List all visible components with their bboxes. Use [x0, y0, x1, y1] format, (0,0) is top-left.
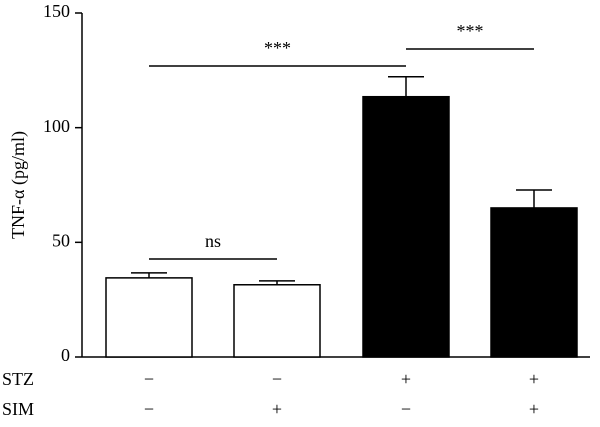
y-tick-label: 0 — [61, 345, 70, 365]
y-tick-label: 100 — [43, 116, 70, 136]
row-label: STZ — [2, 369, 34, 389]
y-tick-label: 50 — [52, 230, 70, 250]
bar — [362, 95, 450, 358]
treatment-sign: − — [401, 399, 411, 419]
y-axis-label: TNF-α (pg/ml) — [8, 131, 29, 239]
significance-label: *** — [457, 21, 484, 41]
treatment-sign: − — [144, 369, 154, 389]
y-tick-label: 150 — [43, 1, 70, 21]
significance-label: *** — [264, 38, 291, 58]
treatment-sign: − — [144, 399, 154, 419]
treatment-sign: + — [401, 369, 411, 389]
bar — [490, 207, 578, 358]
treatment-sign: + — [529, 399, 539, 419]
treatment-sign: − — [272, 369, 282, 389]
treatment-sign: + — [529, 369, 539, 389]
bar — [105, 277, 193, 358]
significance-label: ns — [205, 231, 221, 251]
treatment-sign: + — [272, 399, 282, 419]
bar — [233, 284, 321, 358]
row-label: SIM — [2, 399, 34, 419]
